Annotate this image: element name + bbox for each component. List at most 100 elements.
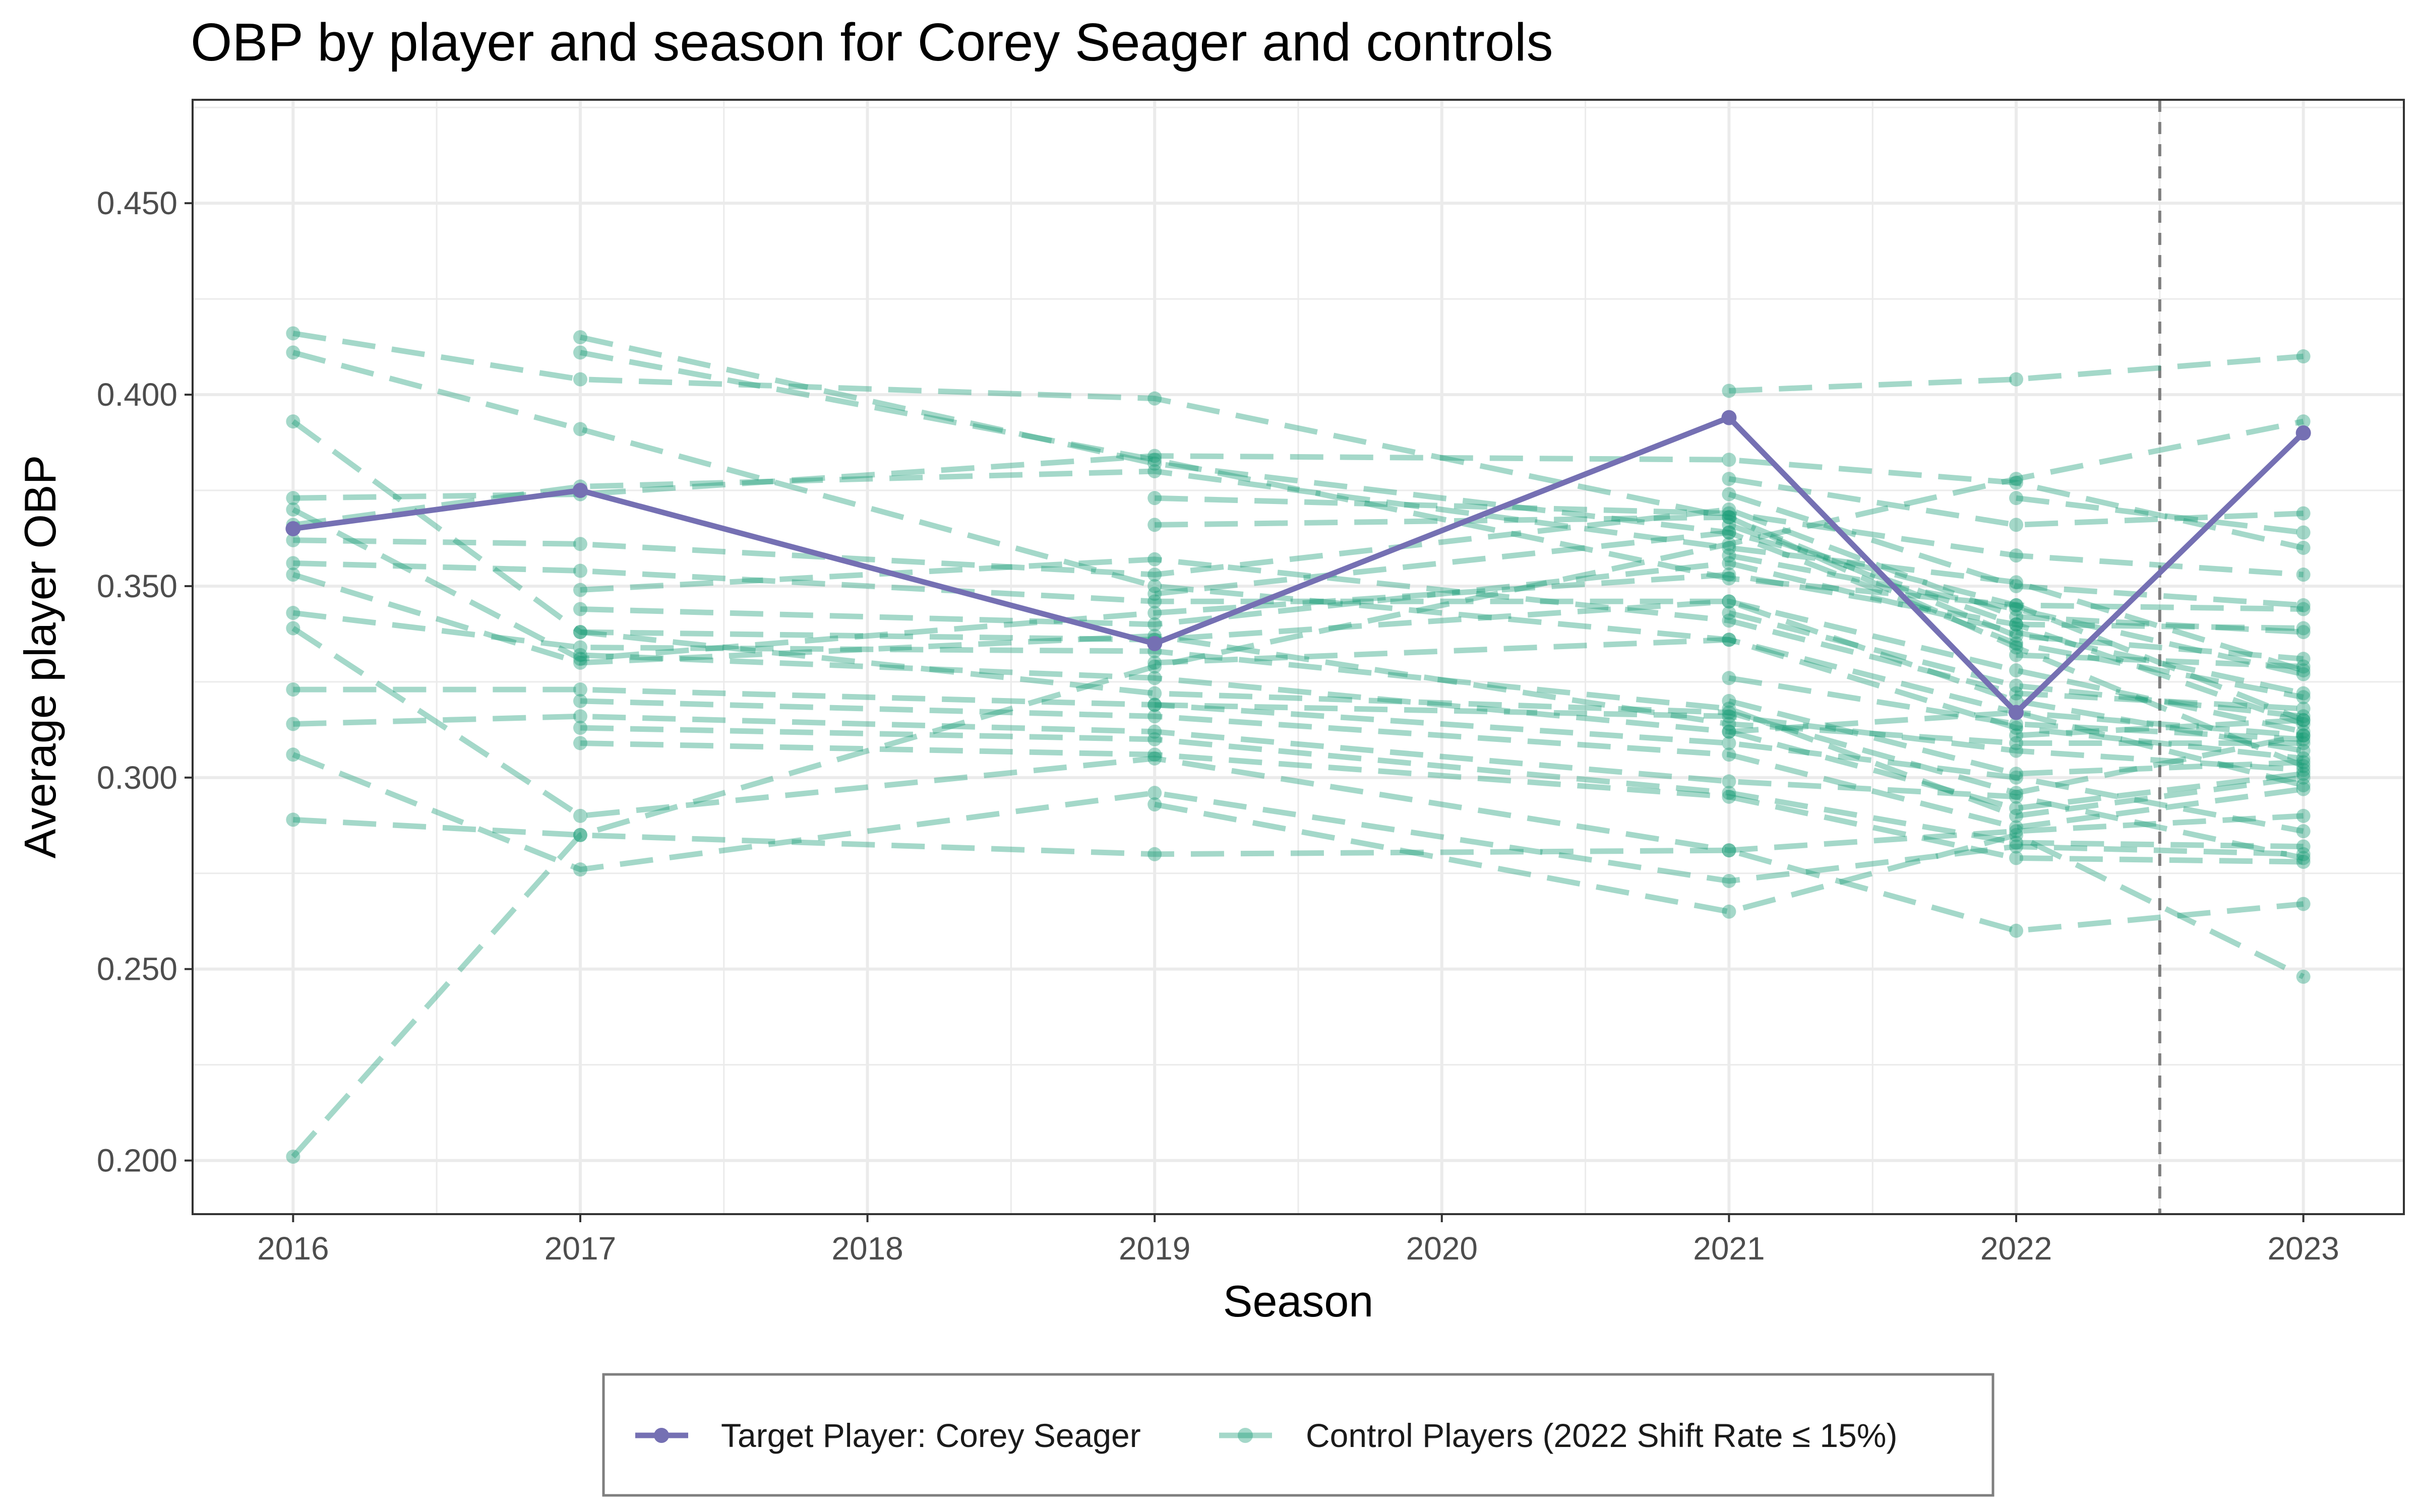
control-point — [573, 828, 587, 842]
control-point — [2296, 839, 2311, 854]
control-point — [2009, 628, 2024, 643]
control-point — [1722, 774, 1736, 789]
control-point — [286, 747, 300, 762]
control-point — [2296, 690, 2311, 705]
control-point — [573, 640, 587, 655]
control-series-line — [1729, 353, 2304, 394]
control-point — [1147, 606, 1162, 620]
control-point — [2296, 602, 2311, 616]
control-point — [2296, 854, 2311, 869]
control-point — [2296, 732, 2311, 746]
control-series-line — [292, 572, 2304, 746]
control-point — [1722, 709, 1736, 724]
control-point — [1722, 873, 1736, 888]
control-point — [1147, 655, 1162, 670]
control-point — [286, 621, 300, 636]
control-point — [2296, 743, 2311, 758]
control-point — [2009, 728, 2024, 743]
control-point — [573, 652, 587, 666]
control-point — [1147, 747, 1162, 762]
control-point — [2009, 770, 2024, 785]
control-series-line — [579, 350, 2305, 723]
control-point — [2296, 782, 2311, 796]
control-series-line — [580, 698, 2304, 831]
control-point — [1722, 633, 1736, 647]
control-point — [2296, 506, 2311, 521]
y-tick-label: 0.300 — [97, 760, 177, 796]
control-point — [1722, 694, 1736, 708]
control-point — [1147, 797, 1162, 812]
control-series-line — [291, 507, 2305, 727]
y-tick-label: 0.450 — [97, 185, 177, 221]
control-point — [1722, 510, 1736, 525]
control-point — [573, 602, 587, 616]
control-point — [286, 606, 300, 620]
control-point — [2009, 579, 2024, 593]
control-point — [2296, 663, 2311, 678]
control-point — [1722, 786, 1736, 800]
control-point — [2296, 625, 2311, 640]
control-point — [1147, 464, 1162, 478]
grid-major-lines — [185, 100, 2404, 1222]
control-point — [286, 812, 300, 827]
control-point — [1147, 456, 1162, 471]
control-point — [2009, 636, 2024, 651]
control-point — [2296, 770, 2311, 785]
control-point — [2009, 625, 2024, 640]
control-point — [1147, 391, 1162, 406]
x-tick-label: 2017 — [544, 1230, 616, 1267]
control-point — [2296, 667, 2311, 681]
control-point — [1722, 717, 1736, 731]
control-series-line — [580, 725, 2304, 850]
control-point — [2009, 839, 2024, 854]
control-point — [2009, 518, 2024, 532]
control-point — [1722, 472, 1736, 486]
control-point — [1722, 525, 1736, 540]
control-point — [1722, 548, 1736, 563]
control-point — [1722, 556, 1736, 571]
target-point — [1721, 410, 1737, 425]
control-point — [2296, 751, 2311, 766]
x-tick-label: 2020 — [1406, 1230, 1478, 1267]
control-point — [286, 717, 300, 731]
control-point — [573, 736, 587, 750]
control-point — [573, 372, 587, 387]
control-point — [1722, 789, 1736, 804]
control-point — [573, 537, 587, 551]
control-point — [573, 862, 587, 877]
control-point — [1147, 786, 1162, 800]
control-point — [2296, 598, 2311, 612]
control-point — [1722, 613, 1736, 628]
control-point — [1147, 698, 1162, 712]
control-point — [286, 533, 300, 547]
control-point — [2009, 808, 2024, 823]
y-tick-label: 0.200 — [97, 1143, 177, 1179]
x-tick-label: 2018 — [831, 1230, 903, 1267]
legend-box — [602, 1373, 1994, 1497]
control-point — [2009, 923, 2024, 938]
control-point — [2296, 717, 2311, 731]
control-point — [573, 563, 587, 578]
control-series-line — [291, 625, 2304, 853]
control-point — [1147, 453, 1162, 467]
control-point — [1722, 705, 1736, 720]
control-point — [2296, 767, 2311, 781]
x-tick-label: 2016 — [257, 1230, 329, 1267]
control-point — [2009, 678, 2024, 693]
control-point — [1722, 747, 1736, 762]
legend-key-target-point — [654, 1428, 669, 1443]
control-point — [1147, 751, 1162, 766]
control-series-line — [580, 598, 2304, 735]
control-point — [573, 583, 587, 597]
plot-panel-border — [192, 99, 2405, 1215]
control-point — [1147, 709, 1162, 724]
control-point — [573, 808, 587, 823]
control-point — [1722, 843, 1736, 858]
control-point — [1147, 579, 1162, 593]
control-point — [2296, 621, 2311, 636]
control-point — [2296, 652, 2311, 666]
control-point — [573, 625, 587, 640]
control-point — [573, 422, 587, 436]
control-point — [1147, 698, 1162, 712]
